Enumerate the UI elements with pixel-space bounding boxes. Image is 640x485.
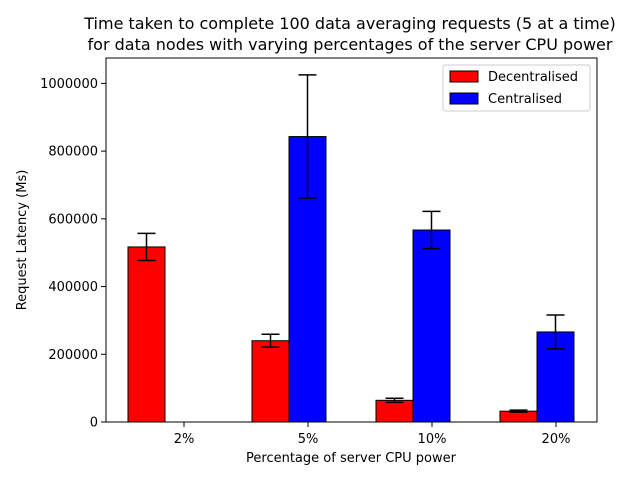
x-axis-label: Percentage of server CPU power [246,451,457,466]
bar-decentralised [375,399,414,423]
x-tick-label: 2% [174,432,195,447]
bar-centralised [412,229,451,423]
error-bars-layer [137,74,565,413]
legend-swatch-centralised [449,92,479,105]
bars-layer [127,136,575,423]
bar-decentralised [127,246,166,423]
y-tick-label: 0 [90,416,98,431]
y-tick-label: 400000 [48,280,98,295]
chart-title-line-2: for data nodes with varying percentages … [88,35,613,54]
plot-frame [105,57,598,423]
legend-label-decentralised: Decentralised [488,70,578,85]
error-bar-decentralised [137,232,156,262]
y-tick-label: 1000000 [40,77,98,92]
y-axis-label: Request Latency (Ms) [15,170,30,311]
error-bar-centralised [546,314,565,350]
error-bar-decentralised [385,397,404,404]
x-tick-label: 20% [542,432,571,447]
error-bar-decentralised [509,409,528,413]
y-axis-ticks: 0 200000 400000 600000 800000 1000000 [40,77,106,431]
legend-swatch-decentralised [449,70,479,83]
chart-title-line-1: Time taken to complete 100 data averagin… [83,14,615,33]
error-bar-centralised [422,210,441,250]
legend-box [442,64,591,112]
y-tick-label: 800000 [48,145,98,160]
error-bar-decentralised [261,333,280,348]
x-tick-label: 5% [298,432,319,447]
legend-label-centralised: Centralised [488,92,562,107]
bar-decentralised [251,340,290,423]
error-bar-centralised [298,74,317,199]
y-tick-label: 200000 [48,348,98,363]
x-axis-ticks: 2% 5% 10% 20% [174,422,571,447]
x-tick-label: 10% [418,432,447,447]
legend: Decentralised Centralised [442,64,591,112]
y-tick-label: 600000 [48,212,98,227]
